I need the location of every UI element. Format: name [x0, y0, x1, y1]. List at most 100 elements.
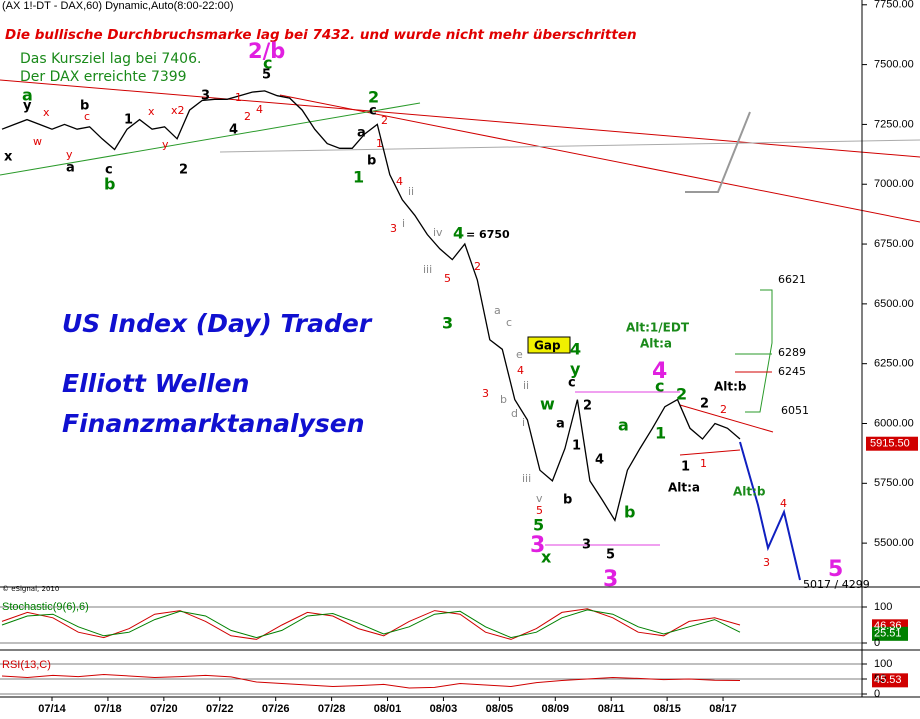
wave-label: a [618, 416, 629, 435]
wave-label: 3 [763, 556, 770, 569]
annotation: Der DAX erreichte 7399 [20, 69, 187, 85]
wave-label: 2 [179, 163, 188, 178]
projection [745, 289, 773, 413]
price-line [1, 608, 741, 640]
x-tick-label: 07/14 [38, 703, 66, 715]
annotation: Alt:a [668, 481, 700, 495]
wave-label: c [263, 54, 272, 73]
wave-label: 3 [530, 533, 545, 558]
annotation: 2/b [248, 39, 285, 63]
wave-label: y [66, 148, 73, 161]
wave-label: y [570, 360, 581, 379]
trend-line [219, 139, 920, 153]
x-tick-label: 07/20 [150, 703, 178, 715]
current-price-label: 5915.50 [870, 438, 910, 450]
annotation: Elliott Wellen [62, 369, 249, 398]
wave-label: w [540, 395, 555, 414]
last-value-label: 25.51 [874, 628, 902, 640]
copyright: © eSignal, 2010 [2, 585, 59, 593]
last-value-box [872, 673, 908, 688]
panel-title: Stochastic(9(6),6) [2, 601, 89, 613]
wave-label: 4 [229, 123, 238, 138]
current-price-box [866, 436, 918, 451]
y-tick-label: 100 [874, 658, 892, 670]
x-tick-label: 07/26 [262, 703, 290, 715]
last-value-label: 45.53 [874, 674, 902, 686]
wave-label: 4 [517, 364, 524, 377]
y-tick-label: 100 [874, 601, 892, 613]
y-tick-label: 6750.00 [874, 238, 914, 250]
annotation: Die bullische Durchbruchsmarke lag bei 7… [5, 27, 637, 43]
annotation: Alt:b [714, 380, 747, 394]
wave-label: v [536, 492, 543, 505]
wave-label: ii [408, 185, 414, 198]
wave-label: a [66, 161, 75, 176]
annotation: Finanzmarktanalysen [62, 409, 365, 438]
wave-label: 1 [572, 439, 581, 454]
annotation: US Index (Day) Trader [62, 309, 373, 338]
wave-label: b [104, 175, 115, 194]
annotation: Alt:b [733, 485, 766, 499]
plots [0, 4, 918, 701]
wave-label: 5 [606, 548, 615, 563]
trend-line [0, 102, 421, 176]
wave-label: c [84, 110, 90, 123]
wave-label: 1 [235, 91, 242, 104]
wave-label: iii [522, 472, 531, 485]
wave-label: x [43, 106, 50, 119]
wave-label: 2 [720, 403, 727, 416]
wave-label: b [367, 154, 376, 169]
wave-label: 2 [700, 397, 709, 412]
wave-label: c [506, 316, 512, 329]
y-tick-label: 5750.00 [874, 477, 914, 489]
y-tick-label: 6500.00 [874, 298, 914, 310]
y-tick-label: 50 [874, 673, 886, 685]
wave-label: c [568, 376, 576, 391]
gap-box [527, 336, 571, 354]
wave-label: 1 [124, 113, 133, 128]
wave-label: e [516, 348, 523, 361]
wave-label: 5 [536, 504, 543, 517]
x-tick-label: 07/28 [318, 703, 346, 715]
wave-label: b [80, 99, 89, 114]
wave-label: i [522, 416, 525, 429]
price-line [1, 673, 741, 689]
y-tick-label: 7250.00 [874, 118, 914, 130]
wave-label: a [556, 417, 565, 432]
wave-label: c [655, 377, 664, 396]
y-tick-label: 7500.00 [874, 59, 914, 71]
price-line [1, 609, 741, 639]
annotation: = 6750 [466, 228, 510, 241]
projection [685, 111, 751, 193]
wave-label: 5 [828, 557, 843, 582]
x-tick-label: 08/11 [598, 703, 625, 715]
wave-label: 1 [700, 457, 707, 470]
wave-label: 4 [780, 497, 787, 510]
y-tick-label: 5500.00 [874, 537, 914, 549]
x-tick-label: 08/15 [653, 703, 681, 715]
wave-label: w [33, 135, 42, 148]
x-tick-label: 07/18 [94, 703, 122, 715]
wave-label: c [105, 163, 113, 178]
trend-line [0, 79, 920, 158]
wave-label: 2 [583, 399, 592, 414]
channel-line [679, 449, 741, 456]
x-tick-label: 07/22 [206, 703, 234, 715]
wave-label: 3 [442, 314, 453, 333]
labels: 7750.00 7500.00 7250.00 7000.00 6750.00 6500.… [4, 0, 914, 715]
annotation: 6051 [781, 404, 809, 417]
wave-label: a [357, 126, 366, 141]
wave-label: 1 [681, 460, 690, 475]
wave-label: 3 [390, 222, 397, 235]
wave-label: 2 [381, 114, 388, 127]
annotation: 5017 / 4299 [803, 578, 870, 591]
x-tick-label: 08/09 [542, 703, 570, 715]
y-tick-label: 6250.00 [874, 358, 914, 370]
wave-label: 4 [396, 175, 403, 188]
wave-label: 5 [533, 516, 544, 535]
wave-label: 4 [595, 453, 604, 468]
y-tick-label: 7000.00 [874, 178, 914, 190]
trend-line [279, 94, 920, 223]
chart-title: (AX 1!-DT - DAX,60) Dynamic,Auto(8:00-22… [2, 0, 234, 12]
